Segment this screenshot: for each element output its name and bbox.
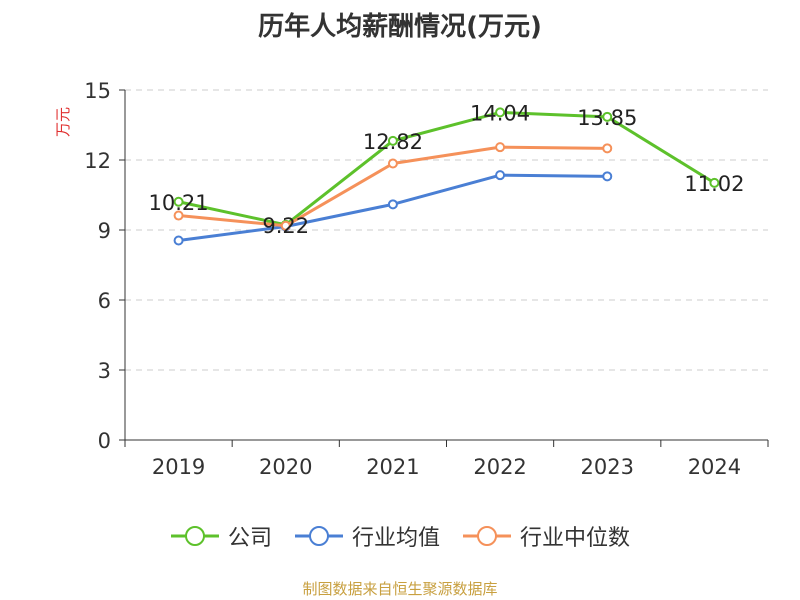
data-point (387, 135, 398, 146)
legend-marker-icon (170, 526, 219, 546)
y-tick-label: 0 (98, 429, 111, 453)
data-point (173, 196, 184, 207)
grid-lines (125, 89, 768, 371)
data-point (387, 199, 398, 210)
legend-marker-icon (294, 526, 343, 546)
x-tick-label: 2019 (152, 455, 205, 479)
data-point (602, 171, 613, 182)
data-point (173, 235, 184, 246)
legend-label: 行业中位数 (520, 526, 631, 551)
data-point (495, 142, 506, 153)
series-layer (173, 107, 720, 246)
data-label: 14.04 (470, 101, 530, 125)
source-note: 制图数据来自恒生聚源数据库 (302, 580, 498, 598)
data-label: 13.85 (577, 106, 637, 130)
axes: 0 3 6 9 12 15 2019 2020 2021 2022 2023 2024 (84, 79, 769, 479)
chart-title: 历年人均薪酬情况(万元) (258, 12, 542, 42)
legend-item[interactable]: 公司 (170, 520, 272, 552)
legend-item[interactable]: 行业均值 (294, 520, 440, 552)
data-label: 11.02 (684, 172, 744, 196)
data-label: 10.21 (149, 191, 209, 215)
x-tick-label: 2021 (366, 455, 419, 479)
legend-label: 公司 (227, 526, 272, 551)
data-point (173, 210, 184, 221)
data-point (387, 158, 398, 169)
data-point (495, 170, 506, 181)
data-point (709, 177, 720, 188)
legend-marker-icon (463, 526, 511, 546)
y-axis-label: 万元 (54, 107, 72, 137)
x-tick-label: 2024 (688, 455, 741, 479)
data-label: 12.82 (363, 130, 423, 154)
y-tick-label: 3 (98, 359, 111, 383)
legend-item[interactable]: 行业中位数 (462, 520, 630, 552)
data-point (602, 111, 613, 122)
data-point (280, 220, 291, 231)
series-line-0 (178, 110, 716, 227)
legend-label: 行业均值 (351, 526, 440, 551)
data-label: 9.22 (262, 214, 309, 238)
y-tick-label: 15 (84, 79, 111, 103)
y-tick-label: 9 (98, 219, 111, 243)
y-tick-label: 12 (84, 149, 111, 173)
x-tick-label: 2020 (259, 455, 312, 479)
data-point (602, 143, 613, 154)
x-tick-label: 2022 (473, 455, 526, 479)
legend: 公司 行业均值 行业中位数 (0, 520, 800, 552)
data-labels: 10.21 9.22 12.82 14.04 13.85 11.02 (149, 101, 745, 237)
y-tick-label: 6 (98, 289, 111, 313)
x-tick-label: 2023 (581, 455, 634, 479)
data-point (495, 107, 506, 118)
